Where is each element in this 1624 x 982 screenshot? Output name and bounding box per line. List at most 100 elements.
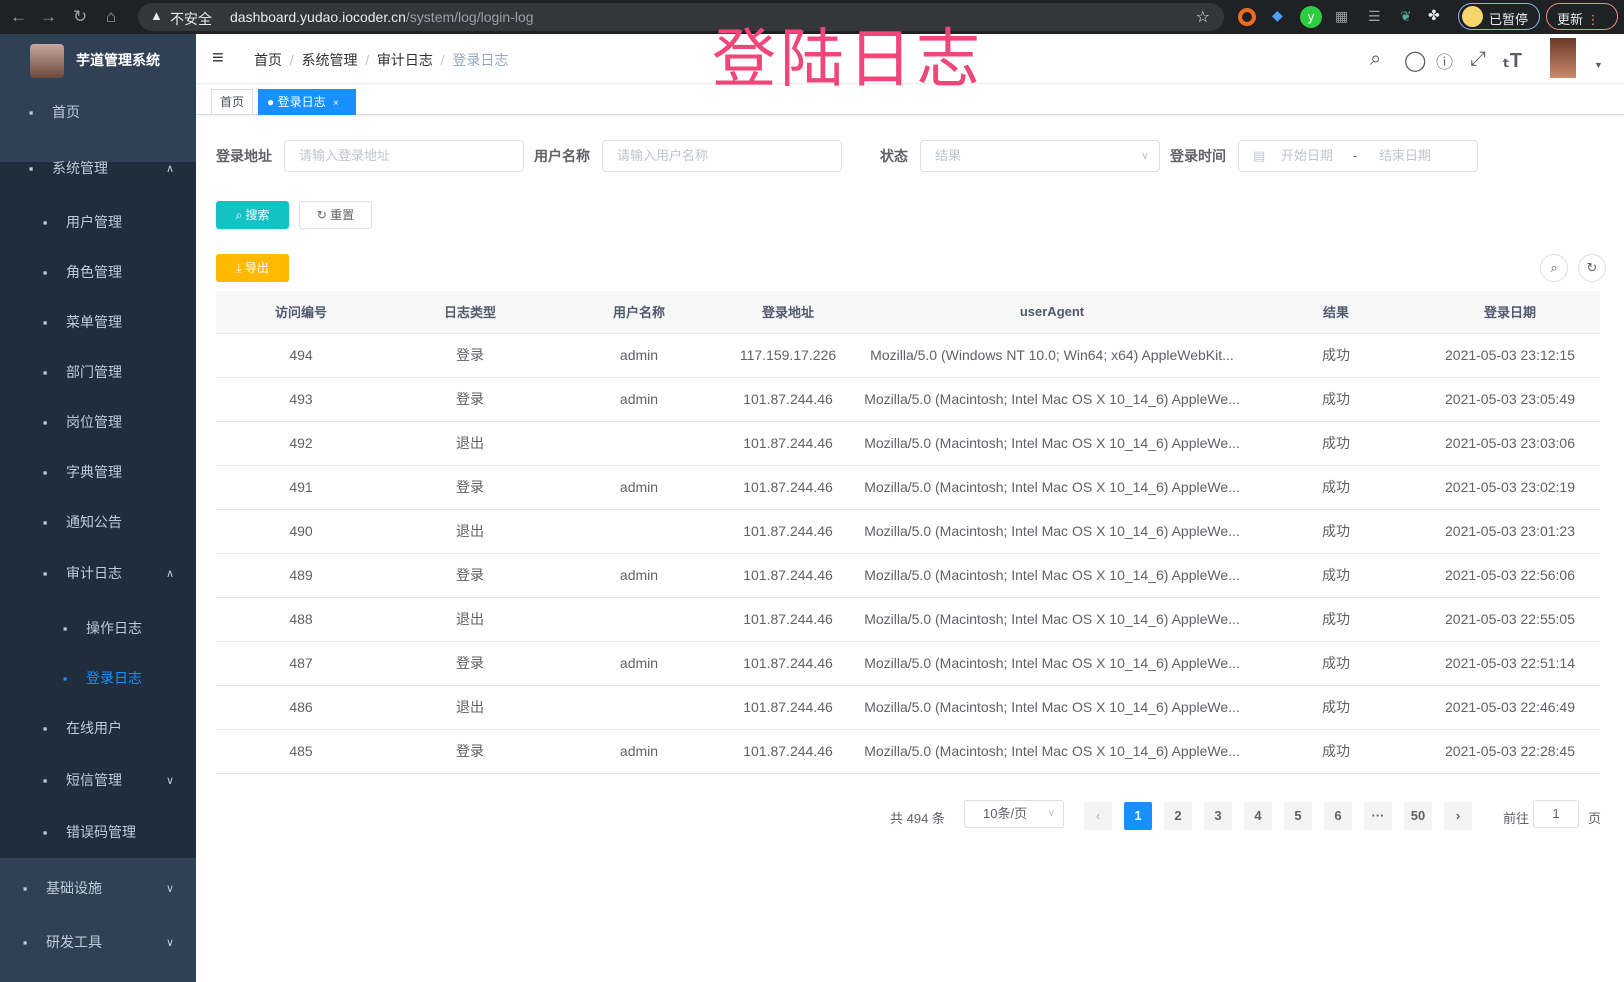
sidebar-item-6[interactable]: ▪ 岗位管理 [0,400,196,444]
toggle-search-button[interactable]: ⌕ [1540,254,1568,282]
sidebar-item-14[interactable]: ▪ 错误码管理 [0,810,196,854]
extension-grid-icon[interactable]: ▦ [1335,8,1349,24]
fullscreen-icon[interactable]: ⤢ [1470,48,1486,70]
sidebar-item-9[interactable]: ▪ 审计日志 ∧ [0,551,196,595]
page-button[interactable]: 6 [1324,802,1352,830]
table-cell: Mozilla/5.0 (Macintosh; Intel Mac OS X 1… [852,597,1252,642]
breadcrumb-item-home[interactable]: 首页 [254,52,282,68]
table-cell: 117.159.17.226 [724,333,852,378]
end-date-input[interactable]: 结束日期 [1379,148,1432,163]
extension-icon[interactable] [1238,8,1256,26]
security-warning: 不安全 [170,11,212,27]
chevron-down-icon: ∨ [165,882,174,895]
sidebar-item-16[interactable]: ▪ 研发工具 ∨ [0,920,196,964]
help-icon[interactable]: ⓘ [1436,53,1453,72]
tag-login-log[interactable]: ● 登录日志 × [258,89,356,115]
sidebar-item-10[interactable]: ▪ 操作日志 [0,606,196,650]
sidebar-item-8[interactable]: ▪ 通知公告 [0,500,196,544]
breadcrumb-item-audit[interactable]: 审计日志 [376,52,433,68]
sidebar-item-label: 通知公告 [66,514,122,530]
reset-button[interactable]: ↻ 重置 [299,201,372,229]
username-input[interactable]: 请输入用户名称 [602,140,842,172]
date-range-picker[interactable]: ▤ 开始日期 - 结束日期 [1238,140,1478,172]
table-row[interactable]: 485 登录 admin 101.87.244.46 Mozilla/5.0 (Maci… [216,729,1600,774]
table-row[interactable]: 489 登录 admin 101.87.244.46 Mozilla/5.0 (Maci… [216,553,1600,598]
back-icon[interactable]: ← [10,7,27,26]
table-cell: 101.87.244.46 [724,465,852,510]
table-cell: admin [554,333,724,378]
goto-page-input[interactable]: 1 [1533,800,1579,828]
page-button[interactable]: 2 [1164,802,1192,830]
next-page-button[interactable]: › [1444,802,1472,830]
address-bar[interactable]: ▲ 不安全 dashboard.yudao.iocoder.cn/system/… [138,3,1224,31]
prev-page-button[interactable]: ‹ [1084,802,1112,830]
update-button[interactable]: 更新 ⋮ [1546,3,1618,30]
sidebar-item-label: 登录日志 [86,670,142,686]
tag-home[interactable]: 首页 [211,89,254,115]
github-icon[interactable]: ◯ [1404,50,1427,72]
column-header: 访问编号 [216,291,386,334]
search-icon[interactable]: ⌕ [1370,48,1382,70]
page-button[interactable]: 50 [1404,802,1432,830]
start-date-input[interactable]: 开始日期 [1281,148,1334,163]
extension-y-icon[interactable]: y [1300,6,1322,28]
sidebar-item-11[interactable]: ▪ 登录日志 [0,656,196,700]
table-cell: 成功 [1252,465,1420,510]
page-button[interactable]: 4 [1244,802,1272,830]
page-button[interactable]: 3 [1204,802,1232,830]
hamburger-icon[interactable]: ≡ [212,47,224,69]
extension-gem-icon[interactable]: ◆ [1272,7,1283,23]
table-row[interactable]: 487 登录 admin 101.87.244.46 Mozilla/5.0 (Maci… [216,641,1600,686]
table-row[interactable]: 494 登录 admin 117.159.17.226 Mozilla/5.0 (Win… [216,333,1600,378]
breadcrumb-item-system[interactable]: 系统管理 [301,52,358,68]
table-cell: 2021-05-03 23:02:19 [1420,465,1600,510]
sidebar-item-7[interactable]: ▪ 字典管理 [0,450,196,494]
profile-button[interactable]: 已暂停 [1458,3,1540,30]
table-row[interactable]: 493 登录 admin 101.87.244.46 Mozilla/5.0 (Maci… [216,377,1600,422]
sidebar-item-5[interactable]: ▪ 部门管理 [0,350,196,394]
status-select[interactable]: 结果 ∨ [920,140,1160,172]
star-icon[interactable]: ☆ [1195,9,1210,26]
sidebar-item-13[interactable]: ▪ 短信管理 ∨ [0,758,196,802]
reload-icon[interactable]: ↻ [73,7,88,26]
home-icon[interactable]: ⌂ [106,7,117,26]
tree-table-icon: ▪ [42,314,48,330]
caret-down-icon[interactable]: ▼ [1594,60,1603,70]
table-cell: 2021-05-03 22:55:05 [1420,597,1600,642]
post-icon: ▪ [42,414,48,430]
table-row[interactable]: 488 退出 101.87.244.46 Mozilla/5.0 (Macintosh… [216,597,1600,642]
table-row[interactable]: 490 退出 101.87.244.46 Mozilla/5.0 (Macintosh… [216,509,1600,554]
peoples-icon: ▪ [42,264,48,280]
address-input[interactable]: 请输入登录地址 [284,140,524,172]
text-size-icon[interactable]: ₜT [1502,50,1522,72]
sidebar-item-0[interactable]: ▪ 首页 [0,90,196,134]
table-cell: 登录 [386,465,554,510]
sidebar-item-3[interactable]: ▪ 角色管理 [0,250,196,294]
sidebar-item-15[interactable]: ▪ 基础设施 ∨ [0,866,196,910]
sidebar-item-12[interactable]: ▪ 在线用户 [0,706,196,750]
refresh-table-button[interactable]: ↻ [1578,254,1606,282]
search-button[interactable]: ⌕ 搜索 [216,201,289,229]
page-button[interactable]: 5 [1284,802,1312,830]
table-cell: 485 [216,729,386,774]
table-row[interactable]: 486 退出 101.87.244.46 Mozilla/5.0 (Macintosh… [216,685,1600,730]
search-icon: ⌕ [1550,260,1558,275]
table-row[interactable]: 491 登录 admin 101.87.244.46 Mozilla/5.0 (Maci… [216,465,1600,510]
page-button[interactable]: 1 [1124,802,1152,830]
close-icon[interactable]: × [332,98,339,109]
forward-icon[interactable]: → [40,7,57,26]
export-button[interactable]: ⤓ 导出 [216,254,289,282]
page-button[interactable]: ··· [1364,802,1392,830]
sidebar-item-2[interactable]: ▪ 用户管理 [0,200,196,244]
sidebar-item-label: 研发工具 [46,934,102,950]
extension-list-icon[interactable]: ☰ [1368,8,1381,24]
extensions-puzzle-icon[interactable]: ✤ [1428,7,1440,23]
profile-status: 已暂停 [1489,12,1529,27]
sidebar-item-4[interactable]: ▪ 菜单管理 [0,300,196,344]
table-row[interactable]: 492 退出 101.87.244.46 Mozilla/5.0 (Macintosh… [216,421,1600,466]
table-cell: 成功 [1252,685,1420,730]
sidebar-item-1[interactable]: ▪ 系统管理 ∧ [0,146,196,190]
page-size-select[interactable]: 10条/页 ∨ [964,800,1064,828]
user-avatar[interactable] [1550,38,1576,78]
extension-leaf-icon[interactable]: ❦ [1400,8,1412,24]
